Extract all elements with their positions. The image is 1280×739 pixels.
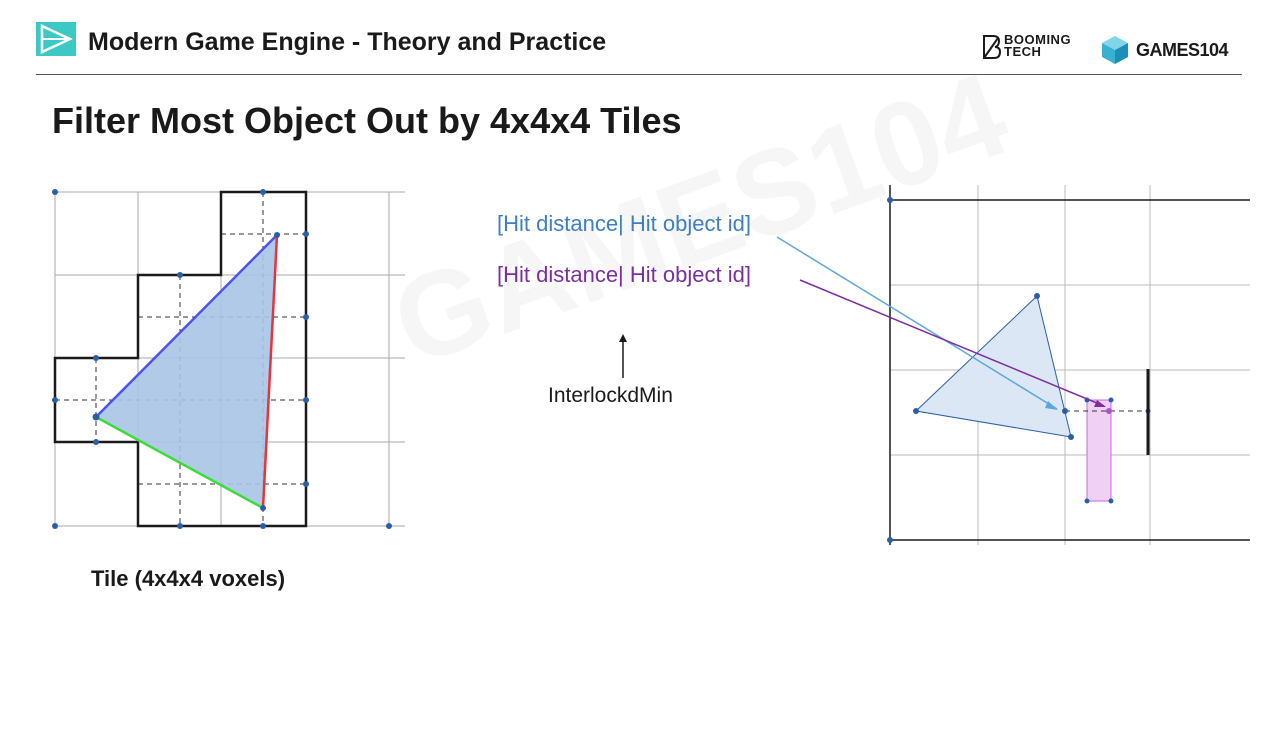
booming-tech-text: BOOMING TECH	[1004, 32, 1072, 59]
slide-title: Filter Most Object Out by 4x4x4 Tiles	[52, 100, 682, 141]
interlock-arrow	[619, 334, 627, 378]
header-divider	[36, 74, 1242, 75]
games-cube-icon	[1102, 36, 1128, 64]
hit-label-blue: [Hit distance| Hit object id]	[497, 211, 751, 236]
play-logo-icon	[36, 22, 76, 61]
interlocked-min-label: InterlockdMin	[548, 384, 673, 407]
hit-label-purple: [Hit distance| Hit object id]	[497, 262, 751, 287]
header: Modern Game Engine - Theory and Practice…	[0, 0, 1280, 76]
tile-diagram	[52, 189, 405, 529]
booming-tech-logo: BOOMING TECH	[982, 32, 1092, 68]
course-title: Modern Game Engine - Theory and Practice	[88, 28, 607, 56]
booming-mark-icon	[983, 35, 1002, 59]
ray-hit-diagram	[776, 185, 1250, 545]
tile-caption: Tile (4x4x4 voxels)	[91, 566, 286, 591]
games104-logo: GAMES104	[1100, 34, 1240, 68]
games104-text: GAMES104	[1136, 40, 1229, 60]
